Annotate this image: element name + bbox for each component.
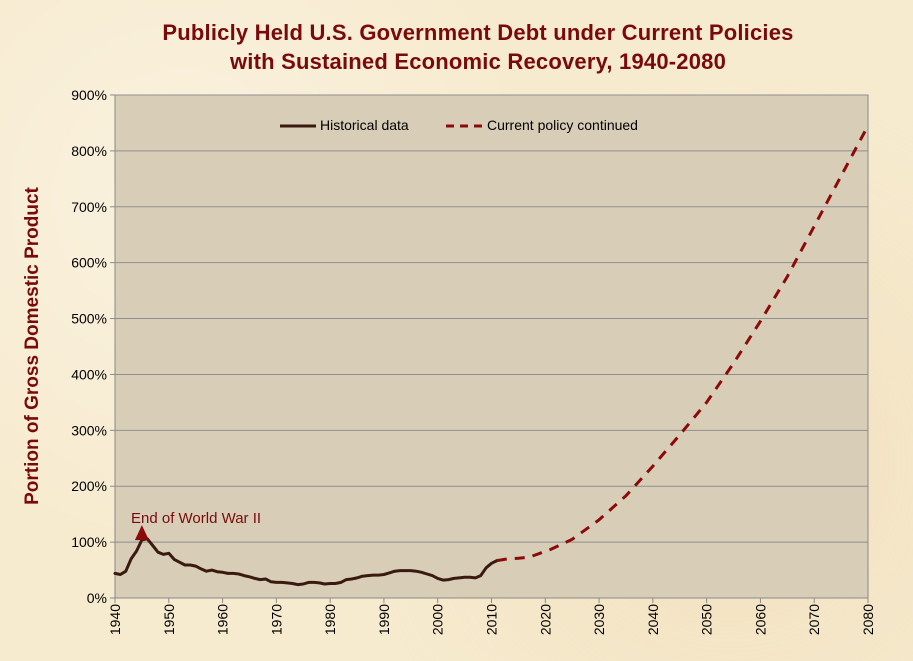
x-tick-label: 1940 <box>107 604 123 635</box>
x-tick-label: 1960 <box>215 604 231 635</box>
y-axis-ticks: 0% 100% 200% 300% 400% 500% 600% 700% 800% 900% <box>71 87 115 606</box>
annotation-label: End of World War II <box>131 510 261 527</box>
x-tick-label: 2010 <box>484 604 500 635</box>
x-tick-label: 2020 <box>537 604 553 635</box>
annotation-marker <box>134 525 149 541</box>
legend-label-historical: Historical data <box>320 117 409 133</box>
x-tick-label: 2040 <box>645 604 661 635</box>
x-tick-label: 2070 <box>806 604 822 635</box>
chart-title: Publicly Held U.S. Government Debt under… <box>0 18 913 76</box>
x-axis-ticks: 1940 1950 1960 1970 1980 1990 2000 2010 2020 2030… <box>107 598 876 635</box>
y-tick-label: 100% <box>71 534 107 550</box>
legend-label-current-policy: Current policy continued <box>487 117 638 133</box>
y-tick-label: 300% <box>71 422 107 438</box>
x-tick-label: 2080 <box>860 604 876 635</box>
legend: Historical data Current policy continued <box>280 117 638 133</box>
x-tick-label: 1950 <box>161 604 177 635</box>
chart-title-line-2: with Sustained Economic Recovery, 1940-2… <box>229 49 727 74</box>
y-tick-label: 700% <box>71 199 107 215</box>
y-tick-label: 0% <box>87 590 107 606</box>
y-tick-label: 400% <box>71 366 107 382</box>
annotation-end-of-ww2: End of World War II <box>131 510 261 541</box>
y-tick-label: 900% <box>71 87 107 103</box>
y-tick-label: 600% <box>71 255 107 271</box>
plot-area <box>114 94 869 599</box>
series-line-historical <box>113 537 499 587</box>
y-tick-label: 200% <box>71 478 107 494</box>
x-tick-label: 2050 <box>699 604 715 635</box>
chart-title-line-1: Publicly Held U.S. Government Debt under… <box>162 20 794 45</box>
y-axis-label: Portion of Gross Domestic Product <box>22 186 43 504</box>
y-tick-label: 500% <box>71 311 107 327</box>
x-tick-label: 2000 <box>430 604 446 635</box>
series-line-current-policy <box>496 124 870 563</box>
x-tick-label: 1970 <box>268 604 284 635</box>
x-tick-label: 2060 <box>752 604 768 635</box>
x-tick-label: 1990 <box>376 604 392 635</box>
series-group <box>113 124 870 587</box>
x-tick-label: 1980 <box>322 604 338 635</box>
gridlines <box>115 94 868 543</box>
x-tick-label: 2030 <box>591 604 607 635</box>
y-tick-label: 800% <box>71 143 107 159</box>
